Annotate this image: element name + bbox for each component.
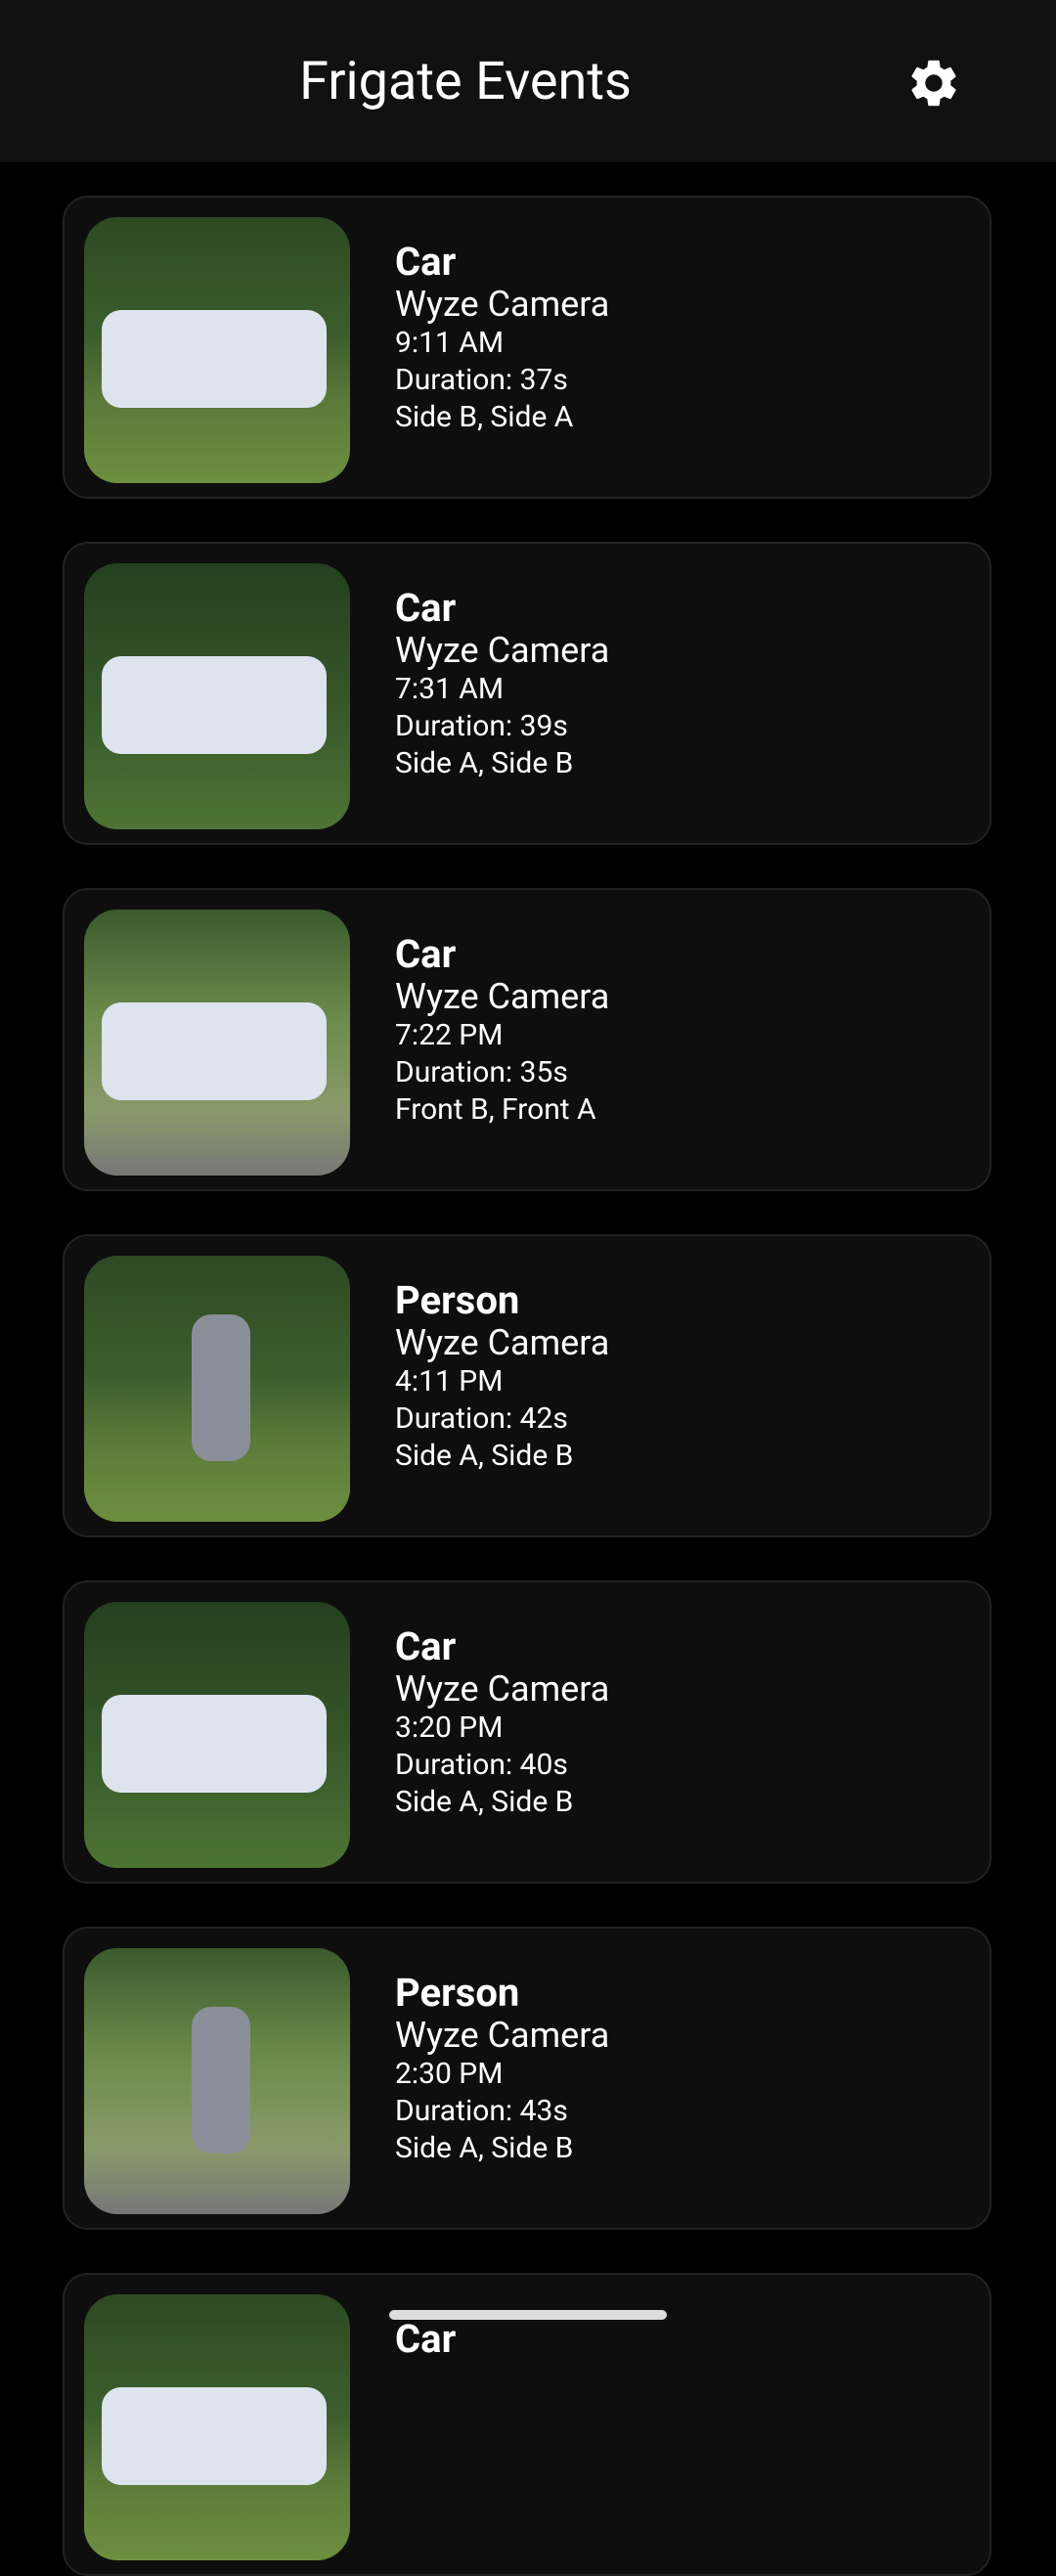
event-thumbnail bbox=[84, 563, 350, 829]
event-camera: Wyze Camera bbox=[395, 2015, 610, 2056]
event-thumbnail bbox=[84, 1256, 350, 1522]
event-label: Car bbox=[395, 585, 457, 631]
event-duration: Duration: 43s bbox=[395, 2094, 568, 2128]
event-thumbnail bbox=[84, 910, 350, 1176]
home-indicator bbox=[389, 2310, 667, 2320]
thumbnail-subject bbox=[192, 2007, 250, 2154]
event-zones: Front B, Front A bbox=[395, 1092, 596, 1127]
event-time: 7:22 PM bbox=[395, 1018, 504, 1052]
event-details: Person Wyze Camera 4:11 PM Duration: 42s Sid… bbox=[395, 1279, 609, 1475]
event-time: 3:20 PM bbox=[395, 1710, 504, 1745]
event-camera: Wyze Camera bbox=[395, 630, 610, 671]
event-details: Person Wyze Camera 2:30 PM Duration: 43s Sid… bbox=[395, 1972, 609, 2167]
event-label: Person bbox=[395, 1970, 520, 2016]
event-zones: Side A, Side B bbox=[395, 1785, 574, 1819]
thumbnail-subject bbox=[102, 1695, 327, 1793]
app-title: Frigate Events bbox=[299, 51, 632, 112]
event-thumbnail bbox=[84, 217, 350, 483]
event-time: 4:11 PM bbox=[395, 1364, 504, 1399]
event-card[interactable]: Car Wyze Camera 7:22 PM Duration: 35s Front … bbox=[63, 888, 991, 1191]
event-list: Car Wyze Camera 9:11 AM Duration: 37s Side B… bbox=[63, 196, 991, 2576]
event-duration: Duration: 42s bbox=[395, 1401, 568, 1436]
thumbnail-subject bbox=[192, 1314, 250, 1461]
event-details: Car Wyze Camera 7:31 AM Duration: 39s Side A… bbox=[395, 587, 609, 782]
event-time: 7:31 AM bbox=[395, 672, 505, 706]
event-details: Car bbox=[395, 2318, 456, 2361]
event-thumbnail bbox=[84, 2294, 350, 2560]
event-thumbnail bbox=[84, 1602, 350, 1868]
event-label: Car bbox=[395, 1623, 457, 1669]
event-camera: Wyze Camera bbox=[395, 1322, 610, 1363]
event-duration: Duration: 40s bbox=[395, 1748, 568, 1782]
event-details: Car Wyze Camera 7:22 PM Duration: 35s Front … bbox=[395, 933, 609, 1129]
thumbnail-subject bbox=[102, 2387, 327, 2485]
event-thumbnail bbox=[84, 1948, 350, 2214]
settings-button[interactable] bbox=[905, 55, 962, 111]
event-label: Person bbox=[395, 1277, 520, 1323]
event-card[interactable]: Car Wyze Camera 3:20 PM Duration: 40s Side A… bbox=[63, 1580, 991, 1884]
event-zones: Side B, Side A bbox=[395, 400, 574, 434]
event-camera: Wyze Camera bbox=[395, 1668, 610, 1710]
event-duration: Duration: 35s bbox=[395, 1055, 568, 1089]
event-label: Car bbox=[395, 931, 457, 977]
event-label: Car bbox=[395, 239, 457, 285]
event-card[interactable]: Person Wyze Camera 2:30 PM Duration: 43s Sid… bbox=[63, 1927, 991, 2230]
event-time: 9:11 AM bbox=[395, 326, 505, 360]
event-camera: Wyze Camera bbox=[395, 284, 610, 325]
event-card[interactable]: Car Wyze Camera 9:11 AM Duration: 37s Side B… bbox=[63, 196, 991, 499]
event-zones: Side A, Side B bbox=[395, 746, 574, 780]
event-duration: Duration: 39s bbox=[395, 709, 568, 743]
event-time: 2:30 PM bbox=[395, 2057, 504, 2091]
event-card[interactable]: Person Wyze Camera 4:11 PM Duration: 42s Sid… bbox=[63, 1234, 991, 1537]
event-duration: Duration: 37s bbox=[395, 363, 568, 397]
event-zones: Side A, Side B bbox=[395, 2131, 574, 2165]
event-label: Car bbox=[395, 2316, 457, 2362]
thumbnail-subject bbox=[102, 310, 327, 408]
event-zones: Side A, Side B bbox=[395, 1439, 574, 1473]
event-card[interactable]: Car Wyze Camera 7:31 AM Duration: 39s Side A… bbox=[63, 542, 991, 845]
event-details: Car Wyze Camera 3:20 PM Duration: 40s Side A… bbox=[395, 1625, 609, 1821]
app-bar: Frigate Events bbox=[0, 0, 1056, 162]
event-details: Car Wyze Camera 9:11 AM Duration: 37s Side B… bbox=[395, 241, 609, 436]
thumbnail-subject bbox=[102, 656, 327, 754]
event-camera: Wyze Camera bbox=[395, 976, 610, 1017]
thumbnail-subject bbox=[102, 1002, 327, 1100]
